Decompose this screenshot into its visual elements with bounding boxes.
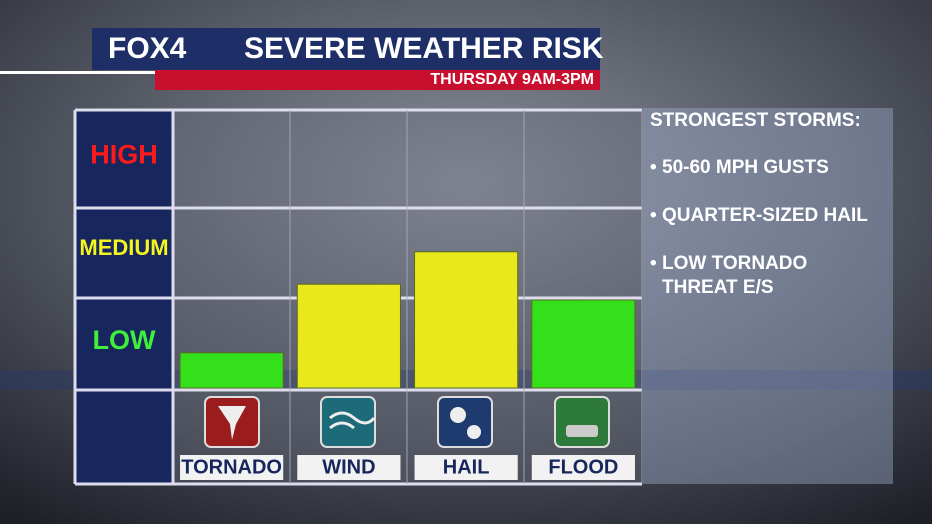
x-tick-label: FLOOD — [548, 456, 618, 478]
logo: FOX4 — [108, 32, 187, 65]
x-tick-label: HAIL — [443, 456, 490, 478]
chart-subtitle: THURSDAY 9AM-3PM — [430, 71, 594, 88]
title-bar — [92, 28, 600, 70]
frame-lines — [73, 108, 642, 486]
note-item: 50-60 MPH GUSTS — [662, 157, 829, 178]
bar — [531, 299, 636, 389]
column-lines — [289, 110, 643, 484]
x-tick-label: TORNADO — [181, 456, 282, 478]
category-box — [297, 455, 401, 480]
bullet: • — [650, 253, 657, 274]
icons — [204, 396, 610, 448]
y-tick-label: HIGH — [90, 139, 158, 169]
category-box — [531, 455, 635, 480]
bullet: • — [650, 157, 657, 178]
y-tick-label: LOW — [93, 325, 156, 355]
bar — [296, 283, 401, 389]
bar — [414, 251, 519, 389]
category-box — [414, 455, 518, 480]
subtitle-bar — [155, 70, 600, 90]
notes-panel — [643, 108, 893, 484]
y-tick-label: MEDIUM — [79, 235, 168, 260]
x-tick-label: WIND — [322, 456, 375, 478]
category-box — [180, 455, 284, 480]
note-item: QUARTER-SIZED HAIL — [662, 205, 868, 226]
bullet: • — [650, 205, 657, 226]
bar — [179, 352, 284, 389]
rule — [0, 71, 155, 74]
chart-title: SEVERE WEATHER RISK — [244, 32, 604, 65]
note-item: LOW TORNADO THREAT E/S — [662, 253, 807, 298]
notes-heading: STRONGEST STORMS: — [650, 110, 861, 131]
